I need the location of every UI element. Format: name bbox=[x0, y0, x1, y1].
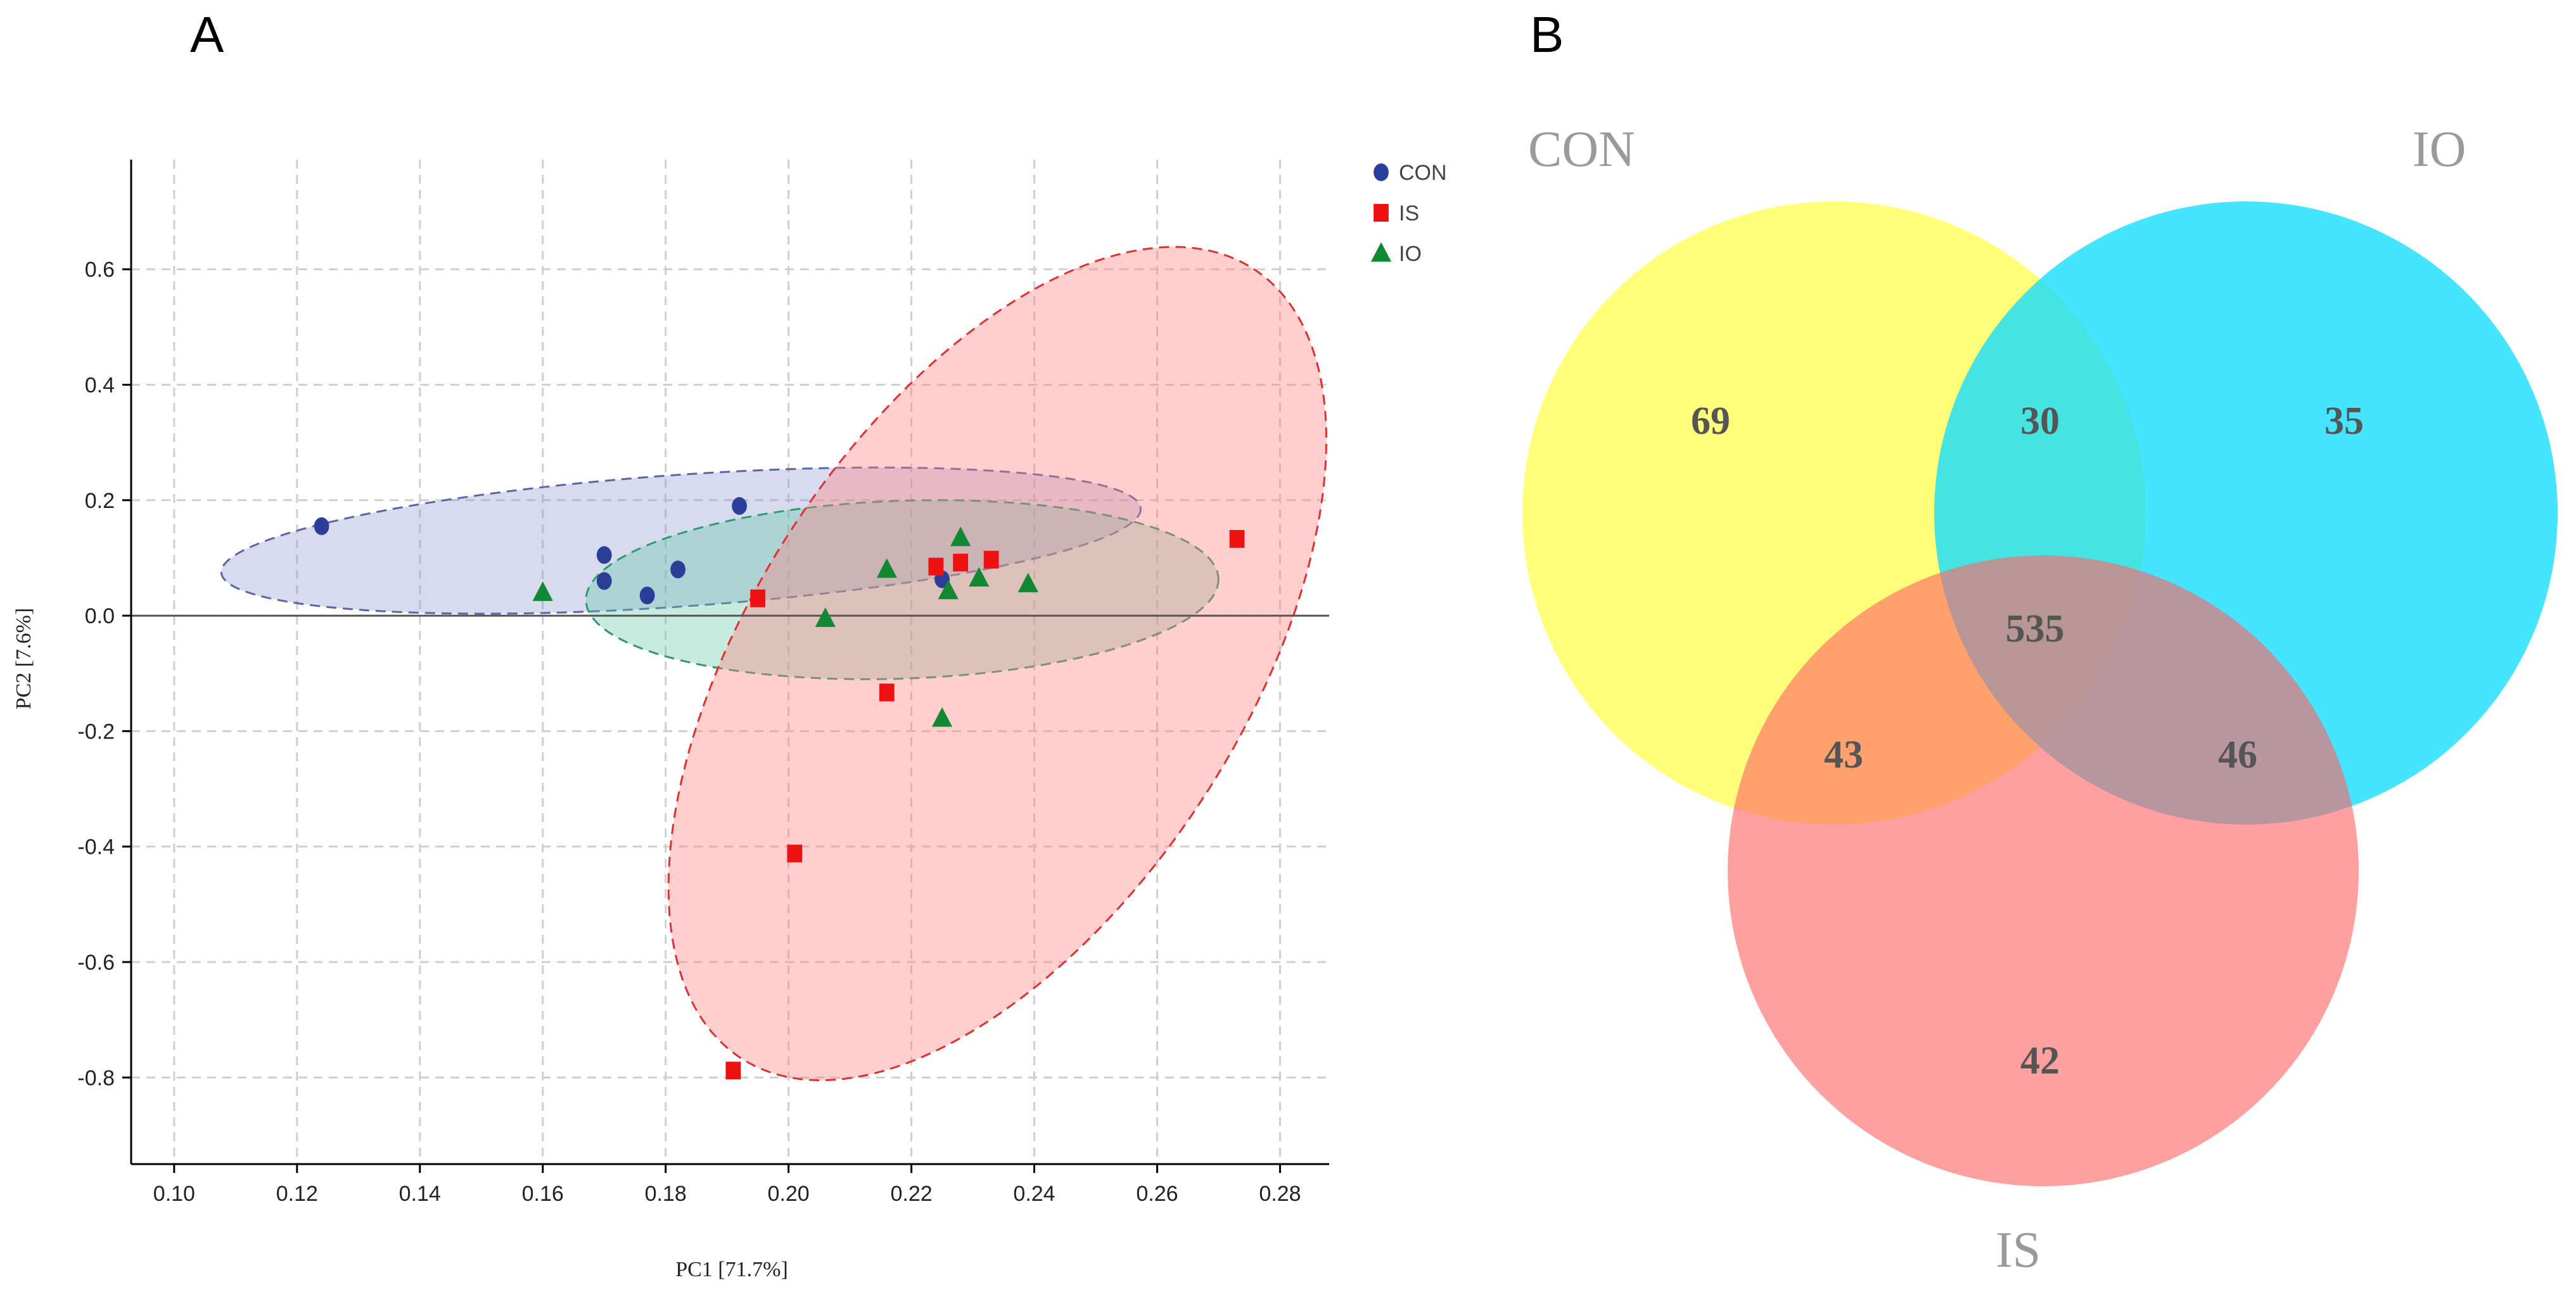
venn-region-io-is: 46 bbox=[2218, 733, 2257, 776]
legend-label-is: IS bbox=[1399, 201, 1419, 225]
axes bbox=[122, 160, 1329, 1173]
y-tick-label: -0.6 bbox=[77, 951, 115, 975]
panel-label-a: A bbox=[190, 6, 224, 63]
point-is bbox=[983, 550, 999, 569]
x-tick-label: 0.16 bbox=[522, 1182, 564, 1206]
legend-marker-io bbox=[1370, 242, 1392, 262]
point-is bbox=[750, 589, 766, 607]
point-con bbox=[596, 572, 612, 590]
point-is bbox=[1229, 529, 1245, 548]
pca-scatter-plot: 0.10 0.12 0.14 0.16 0.18 0.20 0.22 0.24 0.26 0.28… bbox=[12, 160, 1447, 1281]
legend: CON IS IO bbox=[1370, 161, 1447, 266]
x-tick-label: 0.12 bbox=[276, 1182, 318, 1206]
x-tick-labels: 0.10 0.12 0.14 0.16 0.18 0.20 0.22 0.24 0.26 0.28 bbox=[153, 1182, 1301, 1206]
point-is bbox=[928, 557, 944, 576]
x-tick-label: 0.28 bbox=[1259, 1182, 1301, 1206]
ellipse-con bbox=[220, 466, 1142, 615]
point-io bbox=[938, 580, 959, 600]
venn-set-label-con: CON bbox=[1528, 122, 1635, 177]
point-io bbox=[931, 707, 953, 727]
venn-set-label-io: IO bbox=[2413, 122, 2466, 177]
y-tick-labels: 0.6 0.4 0.2 0.0 -0.2 -0.4 -0.6 -0.8 bbox=[77, 258, 115, 1090]
x-tick-label: 0.10 bbox=[153, 1182, 195, 1206]
x-tick-label: 0.22 bbox=[890, 1182, 932, 1206]
venn-region-con-only: 69 bbox=[1691, 400, 1730, 443]
x-tick-label: 0.20 bbox=[768, 1182, 810, 1206]
x-tick-label: 0.24 bbox=[1013, 1182, 1055, 1206]
point-io bbox=[876, 558, 897, 578]
y-tick-label: -0.4 bbox=[77, 835, 115, 859]
point-con bbox=[732, 497, 747, 515]
x-axis-title: PC1 [71.7%] bbox=[675, 1258, 788, 1281]
point-io bbox=[1017, 573, 1038, 593]
point-is bbox=[879, 683, 895, 702]
ellipse-io bbox=[585, 499, 1220, 680]
point-io bbox=[815, 607, 836, 627]
point-con bbox=[314, 517, 329, 535]
x-tick-label: 0.26 bbox=[1136, 1182, 1178, 1206]
point-con bbox=[670, 561, 685, 579]
point-con bbox=[639, 586, 655, 605]
point-io bbox=[950, 526, 971, 547]
venn-region-io-only: 35 bbox=[2324, 400, 2364, 443]
point-is bbox=[953, 554, 969, 572]
y-tick-label: 0.2 bbox=[85, 489, 115, 513]
y-tick-label: -0.8 bbox=[77, 1066, 115, 1090]
point-is bbox=[787, 844, 803, 863]
x-tick-label: 0.14 bbox=[399, 1182, 441, 1206]
legend-marker-con bbox=[1374, 163, 1389, 181]
point-is bbox=[725, 1061, 741, 1080]
data-points bbox=[314, 497, 1245, 1080]
y-axis-title: PC2 [7.6%] bbox=[12, 608, 35, 710]
venn-region-all: 535 bbox=[2006, 607, 2065, 650]
venn-set-label-is: IS bbox=[1996, 1222, 2041, 1278]
venn-region-con-is: 43 bbox=[1824, 733, 1863, 776]
ellipse-is bbox=[667, 246, 1328, 1082]
x-tick-label: 0.18 bbox=[645, 1182, 687, 1206]
legend-label-con: CON bbox=[1399, 161, 1447, 185]
venn-region-is-only: 42 bbox=[2020, 1039, 2060, 1082]
point-con bbox=[596, 546, 612, 564]
venn-diagram: CON IO IS 69 30 35 535 43 46 42 bbox=[1522, 122, 2558, 1278]
panel-label-b: B bbox=[1530, 6, 1564, 63]
point-io bbox=[532, 581, 553, 601]
venn-circle-is bbox=[1728, 555, 2359, 1186]
y-tick-label: 0.4 bbox=[85, 373, 115, 397]
y-tick-label: 0.6 bbox=[85, 258, 115, 282]
confidence-ellipses bbox=[220, 246, 1328, 1082]
point-io bbox=[969, 567, 990, 587]
legend-label-io: IO bbox=[1399, 242, 1422, 266]
y-tick-label: 0.0 bbox=[85, 604, 115, 628]
venn-region-con-io: 30 bbox=[2020, 400, 2060, 443]
y-tick-label: -0.2 bbox=[77, 719, 115, 744]
legend-marker-is bbox=[1374, 204, 1389, 222]
